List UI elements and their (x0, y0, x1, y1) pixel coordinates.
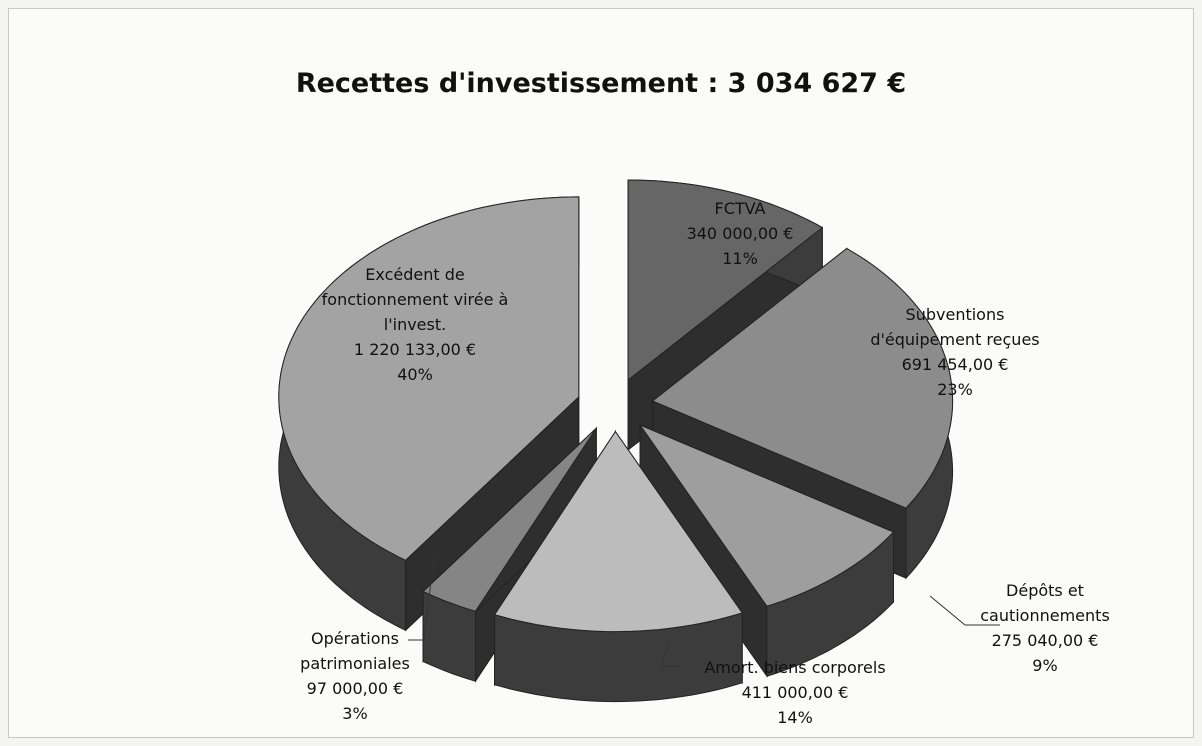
label-category: Subventions d'équipement reçues (870, 305, 1040, 349)
data-label: Amort. biens corporels 411 000,00 € 14% (670, 655, 920, 730)
data-label: FCTVA 340 000,00 € 11% (680, 196, 800, 271)
chart-title: Recettes d'investissement : 3 034 627 € (295, 68, 907, 99)
leader-line (408, 547, 436, 641)
slice-top (422, 427, 597, 612)
label-value: 340 000,00 € (686, 224, 794, 243)
label-percent: 11% (722, 249, 758, 268)
slice-top (627, 179, 824, 382)
leader-line (661, 642, 680, 667)
label-category: FCTVA (714, 199, 766, 218)
label-percent: 9% (1032, 656, 1058, 675)
leader-line (929, 595, 1000, 626)
label-value: 691 454,00 € (901, 355, 1009, 374)
data-label: Opérations patrimoniales 97 000,00 € 3% (270, 626, 440, 726)
data-label: Dépôts et cautionnements 275 040,00 € 9% (960, 578, 1130, 678)
label-percent: 23% (937, 380, 973, 399)
label-category: Opérations patrimoniales (300, 629, 410, 673)
slice (493, 429, 744, 703)
label-value: 411 000,00 € (741, 683, 849, 702)
label-value: 275 040,00 € (991, 631, 1099, 650)
label-category: Amort. biens corporels (704, 658, 886, 677)
label-value: 1 220 133,00 € (353, 340, 477, 359)
slice-top (651, 247, 954, 509)
label-category: Dépôts et cautionnements (980, 581, 1110, 625)
label-category: Excédent de fonctionnement virée à l'inv… (321, 265, 509, 334)
slice-top (493, 430, 744, 633)
label-percent: 3% (342, 704, 368, 723)
data-label: Excédent de fonctionnement virée à l'inv… (310, 262, 520, 387)
slice-top (638, 423, 895, 607)
slice-top (278, 196, 580, 561)
label-value: 97 000,00 € (306, 679, 404, 698)
label-percent: 40% (397, 365, 433, 384)
label-percent: 14% (777, 708, 813, 727)
data-label: Subventions d'équipement reçues 691 454,0… (855, 302, 1055, 402)
